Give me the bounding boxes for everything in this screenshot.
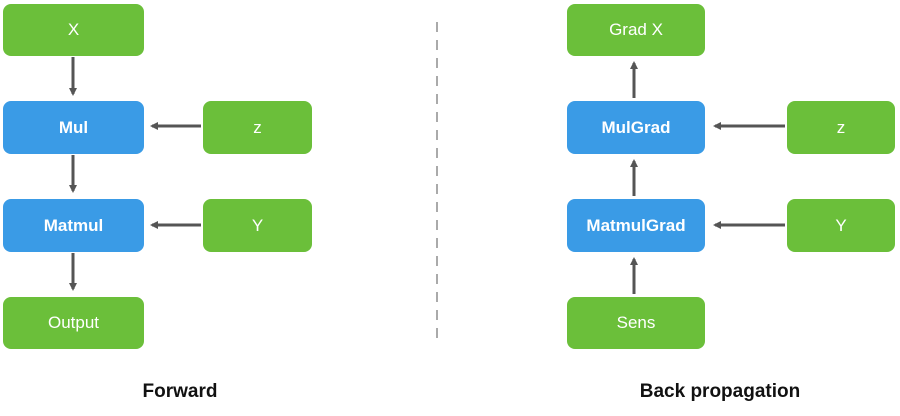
node-z-forward: z bbox=[203, 101, 312, 154]
node-matmulgrad: MatmulGrad bbox=[567, 199, 705, 252]
node-output: Output bbox=[3, 297, 144, 349]
caption-back-propagation: Back propagation bbox=[639, 381, 801, 402]
node-y-forward: Y bbox=[203, 199, 312, 252]
node-mulgrad: MulGrad bbox=[567, 101, 705, 154]
node-grad-x: Grad X bbox=[567, 4, 705, 56]
node-y-backward: Y bbox=[787, 199, 895, 252]
node-x: X bbox=[3, 4, 144, 56]
caption-forward: Forward bbox=[142, 381, 218, 402]
node-sens: Sens bbox=[567, 297, 705, 349]
node-z-backward: z bbox=[787, 101, 895, 154]
node-mul: Mul bbox=[3, 101, 144, 154]
node-matmul: Matmul bbox=[3, 199, 144, 252]
